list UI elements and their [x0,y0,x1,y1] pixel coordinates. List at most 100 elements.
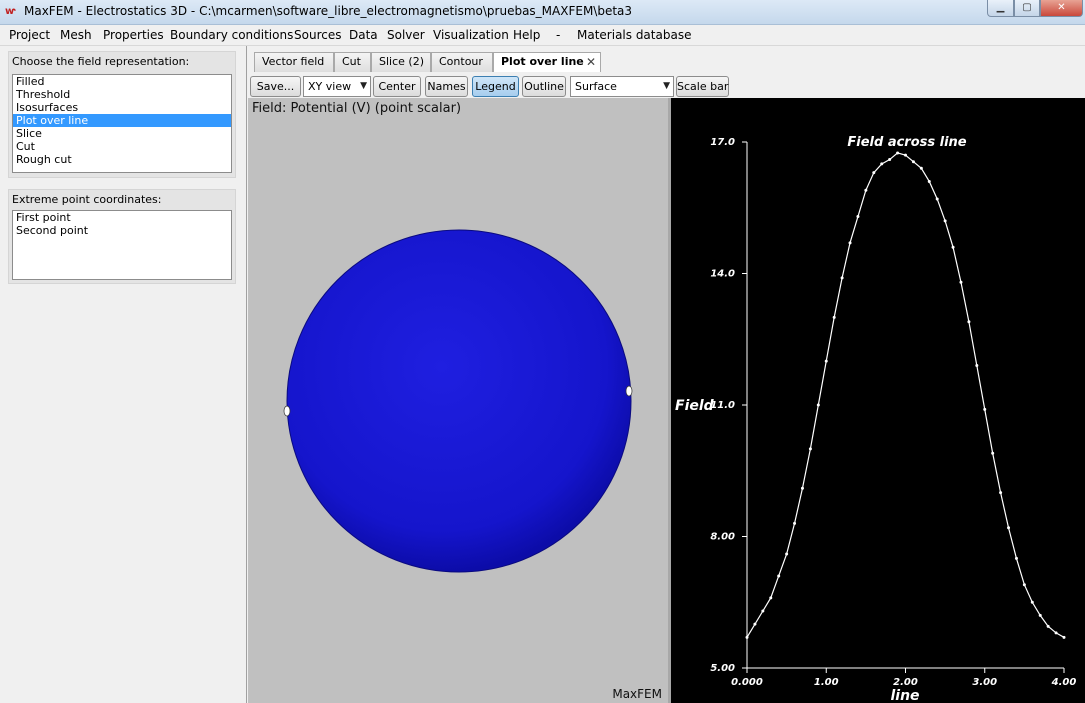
data-point [1022,583,1026,587]
tab-contour[interactable]: Contour [431,52,493,72]
first-point-item[interactable]: First point [16,211,71,224]
data-point [808,447,812,451]
tab-label: Contour [439,55,483,68]
minimize-button[interactable]: ▁ [987,0,1014,17]
tab-label: Slice (2) [379,55,424,68]
data-point [1014,556,1018,560]
3d-viewport[interactable]: Field: Potential (V) (point scalar) MaxF… [248,98,668,703]
save-button[interactable]: Save... [250,76,301,97]
representation-list[interactable]: Filled Threshold Isosurfaces Plot over l… [12,74,232,173]
center-button[interactable]: Center [373,76,421,97]
sphere-mesh [286,229,632,573]
menu-data[interactable]: Data [349,28,378,42]
data-point [896,151,900,155]
data-point [872,171,876,175]
data-point [888,158,892,162]
representation-option-threshold[interactable]: Threshold [16,88,71,101]
menu-help[interactable]: Help [513,28,541,42]
data-point [785,552,789,556]
second-point-item[interactable]: Second point [16,224,89,237]
data-point [919,166,923,170]
menu-materials-database[interactable]: Materials database [577,28,692,42]
tab-slice-2[interactable]: Slice (2) [371,52,431,72]
x-tick-label: 3.00 [972,677,997,688]
window-title: MaxFEM - Electrostatics 3D - C:\mcarmen\… [24,4,633,18]
tab-label: Plot over line [501,55,584,68]
menu-sources[interactable]: Sources [294,28,342,42]
names-button[interactable]: Names [425,76,468,97]
title-bar: ⱳ MaxFEM - Electrostatics 3D - C:\mcarme… [0,0,1085,25]
x-tick-label: 4.00 [1051,677,1077,688]
data-point [840,276,844,280]
dropdown-arrow-icon: ▼ [663,81,670,91]
y-tick-label: 5.00 [710,663,735,674]
representation-option-filled[interactable]: Filled [16,75,45,88]
legend-toggle[interactable]: Legend [472,76,519,97]
data-point [904,153,907,157]
menu-solver[interactable]: Solver [387,28,425,42]
data-point [848,241,852,245]
data-point [824,359,828,363]
tab-label: Vector field [262,55,325,68]
x-axis-label: line [890,688,919,703]
tab-label: Cut [342,55,361,68]
outline-button[interactable]: Outline [522,76,566,97]
representation-option-isosurfaces[interactable]: Isosurfaces [16,101,79,114]
data-point [911,160,915,164]
representation-select[interactable]: Surface ▼ [570,76,674,97]
data-point [1046,624,1050,628]
tab-plot-over-line[interactable]: Plot over line ✕ [493,52,601,73]
close-button[interactable]: ✕ [1040,0,1083,17]
data-point [951,245,955,249]
y-tick-label: 11.0 [710,400,735,411]
chart-title: Field across line [847,135,966,150]
tab-cut[interactable]: Cut [334,52,371,72]
maximize-button[interactable]: ▢ [1014,0,1040,17]
second-point-marker[interactable] [625,385,633,397]
data-point [880,162,884,166]
menu-properties[interactable]: Properties [103,28,164,42]
menu-boundary-conditions[interactable]: Boundary conditions [170,28,294,42]
panel-splitter[interactable] [668,98,671,703]
representation-option-cut[interactable]: Cut [16,140,35,153]
menu-visualization[interactable]: Visualization [433,28,509,42]
data-point [793,521,797,525]
extreme-points-group: Extreme point coordinates: First point S… [8,189,236,284]
extreme-points-list[interactable]: First point Second point [12,210,232,280]
extreme-points-title: Extreme point coordinates: [12,193,162,206]
data-point [753,622,757,626]
representation-option-slice[interactable]: Slice [16,127,42,140]
sphere-render [283,229,633,573]
scale-bar-button[interactable]: Scale bar [676,76,729,97]
left-panel: Choose the field representation: Filled … [0,46,247,703]
maxfem-app-icon: ⱳ [5,6,16,17]
data-point [864,188,868,192]
data-point [761,609,765,613]
representation-option-plot-over-line[interactable]: Plot over line [13,114,231,127]
menu-mesh[interactable]: Mesh [60,28,92,42]
maxfem-watermark: MaxFEM [612,687,662,701]
representation-group: Choose the field representation: Filled … [8,51,236,178]
view-select[interactable]: XY view ▼ [303,76,371,97]
data-point [1038,613,1042,617]
y-axis-label: Field [675,398,715,414]
data-point [935,197,939,201]
data-point [832,315,836,319]
menu-project[interactable]: Project [9,28,51,42]
data-point [975,364,979,368]
tab-bar: Vector field Cut Slice (2) Contour Plot … [250,52,1085,73]
data-point [1062,635,1066,639]
data-point [991,451,995,455]
line-plot: Field across line Field line 5.00 8.00 11.… [675,135,1077,703]
close-tab-icon[interactable]: ✕ [585,55,596,69]
menu-separator: - [556,28,561,42]
y-tick-label: 17.0 [710,137,735,148]
first-point-marker[interactable] [283,405,291,417]
data-point [1030,600,1034,604]
data-point [943,219,947,223]
plot-over-line-chart[interactable]: Field across line Field line 5.00 8.00 11.… [671,98,1085,703]
tab-vector-field[interactable]: Vector field [254,52,334,72]
y-tick-label: 14.0 [710,269,735,280]
representation-option-rough-cut[interactable]: Rough cut [16,153,72,166]
data-point [967,320,971,324]
